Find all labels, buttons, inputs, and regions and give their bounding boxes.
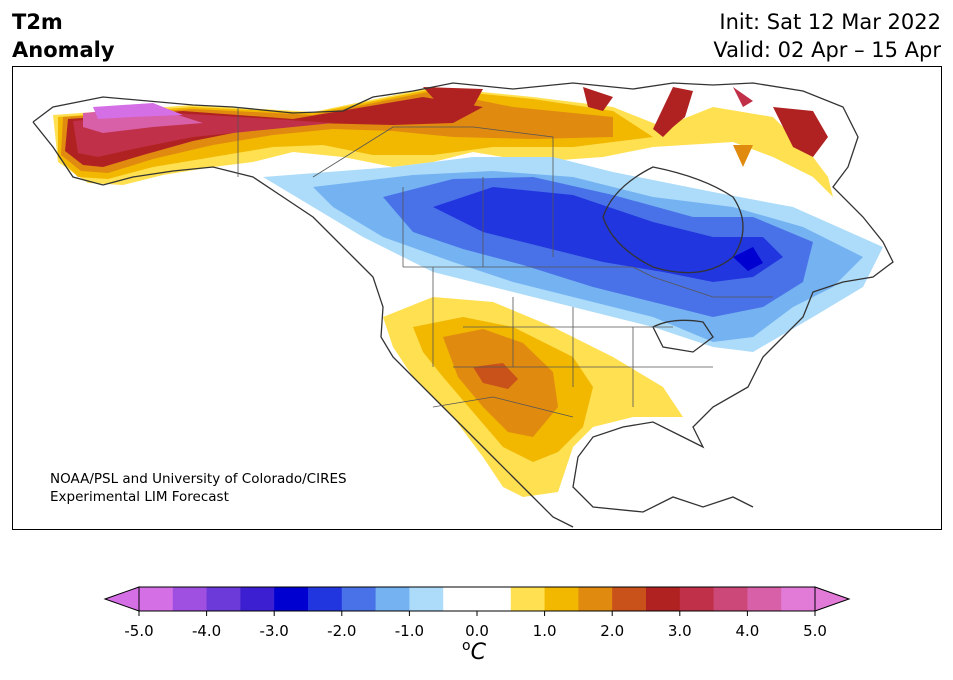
map-canvas	[32, 82, 894, 528]
warm-anomaly-north	[53, 87, 833, 197]
colorbar-cell	[713, 587, 748, 611]
colorbar-tick-label: 2.0	[600, 622, 624, 640]
credit-line1: NOAA/PSL and University of Colorado/CIRE…	[50, 471, 347, 487]
colorbar-tick-label: -3.0	[260, 622, 289, 640]
cold-anomaly-central	[263, 157, 883, 352]
colorbar-cell	[544, 587, 579, 611]
forecast-dates: Init: Sat 12 Mar 2022 Valid: 02 Apr – 15…	[713, 8, 941, 64]
unit-base: C	[470, 640, 486, 665]
colorbar-cell	[781, 587, 816, 611]
colorbar-extend-low	[103, 586, 140, 612]
colorbar-tick-label: -2.0	[327, 622, 356, 640]
colorbar-tick-label: 5.0	[803, 622, 827, 640]
anomaly-map: NOAA/PSL and University of Colorado/CIRE…	[12, 66, 942, 530]
colorbar-cell	[139, 587, 174, 611]
colorbar-tick-label: -5.0	[124, 622, 153, 640]
colorbar-unit: oC	[462, 638, 486, 665]
colorbar-cell	[274, 587, 309, 611]
colorbar-cell	[308, 587, 343, 611]
colorbar-cell	[679, 587, 715, 611]
colorbar-cell	[477, 587, 512, 611]
colorbar-cell	[172, 587, 208, 611]
coastlines	[32, 82, 894, 528]
colorbar-cell	[612, 587, 647, 611]
unit-sup: o	[462, 638, 471, 654]
warm-anomaly-southwest	[383, 297, 683, 497]
init-date: Init: Sat 12 Mar 2022	[719, 10, 941, 34]
colorbar-cell	[341, 587, 377, 611]
colorbar-cell	[443, 587, 478, 611]
colorbar-cell	[375, 587, 410, 611]
colorbar-cell	[240, 587, 275, 611]
colorbar-extend-high	[814, 586, 851, 612]
colorbar-cell	[409, 587, 444, 611]
colorbar-tick-label: -4.0	[192, 622, 221, 640]
colorbar-cell	[510, 587, 546, 611]
valid-dates: Valid: 02 Apr – 15 Apr	[713, 38, 941, 62]
credit-line2: Experimental LIM Forecast	[50, 489, 229, 505]
credit-text: NOAA/PSL and University of Colorado/CIRE…	[50, 470, 347, 506]
colorbar-cell	[747, 587, 782, 611]
title-line1: T2m	[12, 10, 63, 34]
colorbar-ticks: -5.0 -4.0 -3.0 -2.0 -1.0 0.0 1.0 2.0 3.0 4.0 5.0	[124, 611, 827, 640]
colorbar-tick-label: -1.0	[395, 622, 424, 640]
colorbar-tick-label: 4.0	[735, 622, 759, 640]
colorbar-cell	[646, 587, 681, 611]
political-borders	[237, 107, 773, 418]
title-line2: Anomaly	[12, 38, 115, 62]
colorbar-cell	[206, 587, 241, 611]
map-title: T2m Anomaly	[12, 8, 115, 64]
colorbar-tick-label: 0.0	[465, 622, 489, 640]
colorbar-tick-label: 1.0	[533, 622, 557, 640]
colorbar-cell	[578, 587, 613, 611]
colorbar-cells	[139, 587, 816, 611]
colorbar-tick-label: 3.0	[668, 622, 692, 640]
